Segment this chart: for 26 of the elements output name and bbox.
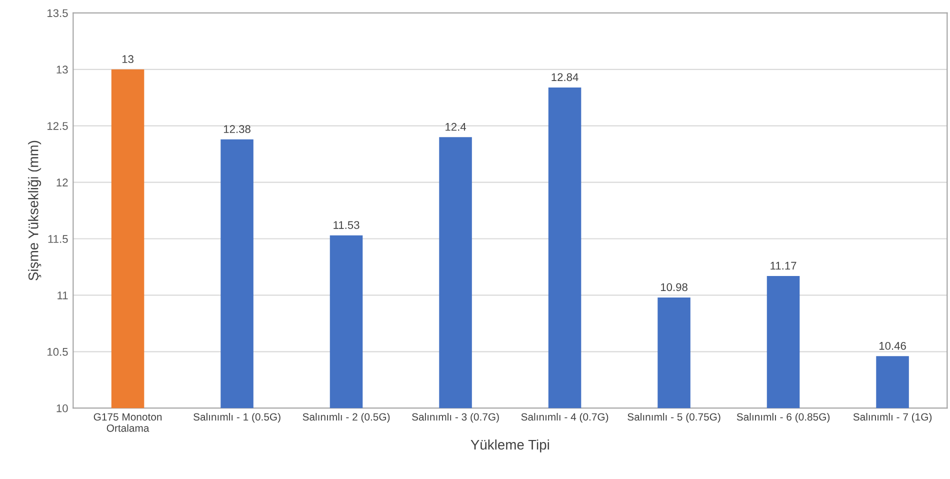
y-axis-title: Şişme Yüksekliği (mm) [28, 140, 42, 280]
data-label: 12.4 [446, 122, 466, 131]
data-label: 11.53 [334, 221, 360, 229]
y-tick-label: 11 [58, 292, 68, 300]
y-tick-label: 13.5 [48, 9, 68, 18]
data-label: 12.38 [224, 125, 250, 134]
x-tick-label: Salınımlı - 6 (0.85G) [736, 412, 830, 423]
x-tick-label: Salınımlı - 7 (1G) [853, 412, 932, 423]
data-label: 12.84 [552, 73, 578, 82]
data-label: 11.17 [770, 262, 796, 270]
y-tick-label: 11.5 [48, 235, 68, 243]
x-tick-label: Salınımlı - 3 (0.7G) [412, 412, 499, 423]
x-tick-label: Salınımlı - 4 (0.7G) [521, 412, 608, 423]
x-tick-label: Salınımlı - 5 (0.75G) [628, 412, 720, 423]
y-tick-label: 10.5 [48, 348, 68, 356]
data-label: 13 [122, 55, 134, 64]
x-tick-label: G175 Monoton Ortalama [94, 413, 162, 432]
y-tick-label: 12.5 [48, 122, 68, 130]
x-tick-label: Salınımlı - 1 (0.5G) [194, 412, 280, 423]
data-label: 10.46 [879, 342, 906, 350]
x-axis-title: Yükleme Tipi [470, 439, 549, 452]
y-tick-label: 10 [56, 404, 68, 412]
y-tick-label: 13 [56, 66, 68, 74]
data-label: 10.98 [660, 283, 688, 292]
y-tick-label: 12 [56, 178, 68, 186]
x-tick-label: Salınımlı - 2 (0.5G) [302, 412, 390, 423]
